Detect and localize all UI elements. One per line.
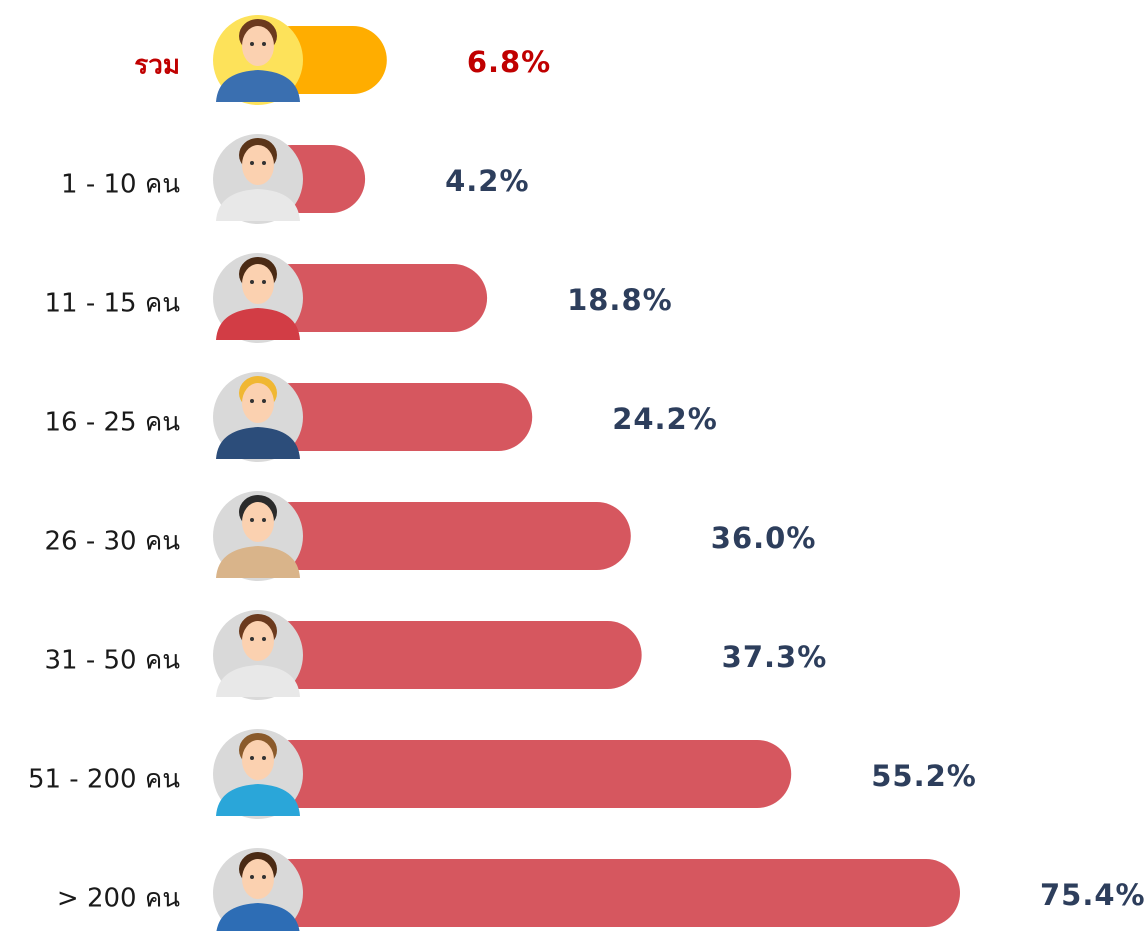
bar (258, 740, 792, 808)
category-label: 51 - 200 คน (28, 765, 180, 795)
avatar-face (242, 621, 274, 661)
avatar-face (242, 740, 274, 780)
avatar (213, 372, 303, 462)
avatar-eye (250, 875, 254, 879)
category-label: 26 - 30 คน (44, 527, 180, 557)
avatar-face (242, 264, 274, 304)
avatar-eye (250, 42, 254, 46)
avatar (213, 253, 303, 343)
avatar-eye (262, 42, 266, 46)
avatar-eye (262, 161, 266, 165)
avatar (213, 848, 303, 931)
avatar-body (216, 665, 300, 697)
avatar-eye (262, 518, 266, 522)
avatar-face (242, 26, 274, 66)
avatar (213, 729, 303, 819)
value-label: 75.4% (1040, 878, 1146, 912)
avatar-body (216, 784, 300, 816)
avatar-body (216, 189, 300, 221)
value-label: 4.2% (445, 164, 529, 198)
category-label: 1 - 10 คน (61, 170, 180, 200)
category-label: 11 - 15 คน (44, 289, 180, 319)
avatar (213, 15, 303, 105)
avatar-face (242, 859, 274, 899)
avatar-body (216, 427, 300, 459)
category-label: 31 - 50 คน (44, 646, 180, 676)
avatar (213, 610, 303, 700)
avatar-body (216, 546, 300, 578)
bar (258, 383, 533, 451)
avatar-eye (262, 637, 266, 641)
category-label: 16 - 25 คน (44, 408, 180, 438)
avatar-eye (250, 280, 254, 284)
value-label: 55.2% (871, 759, 977, 793)
bar (258, 859, 960, 927)
avatar-face (242, 502, 274, 542)
value-label: 36.0% (711, 521, 817, 555)
avatar-face (242, 145, 274, 185)
value-label: 6.8% (467, 45, 551, 79)
bar (258, 621, 642, 689)
avatar-eye (262, 756, 266, 760)
avatar (213, 134, 303, 224)
avatar-eye (250, 756, 254, 760)
value-label: 37.3% (722, 640, 828, 674)
category-label: รวม (134, 51, 180, 81)
avatar-face (242, 383, 274, 423)
avatar-body (216, 903, 300, 931)
avatar-eye (262, 399, 266, 403)
category-label: > 200 คน (57, 884, 180, 914)
avatar-eye (250, 518, 254, 522)
avatar-body (216, 70, 300, 102)
bar (258, 502, 631, 570)
avatar-body (216, 308, 300, 340)
value-label: 24.2% (612, 402, 718, 436)
bar (258, 264, 488, 332)
avatar-eye (250, 637, 254, 641)
avatar (213, 491, 303, 581)
value-label: 18.8% (567, 283, 673, 317)
avatar-eye (262, 280, 266, 284)
avatar-eye (250, 399, 254, 403)
avatar-eye (262, 875, 266, 879)
avatar-eye (250, 161, 254, 165)
